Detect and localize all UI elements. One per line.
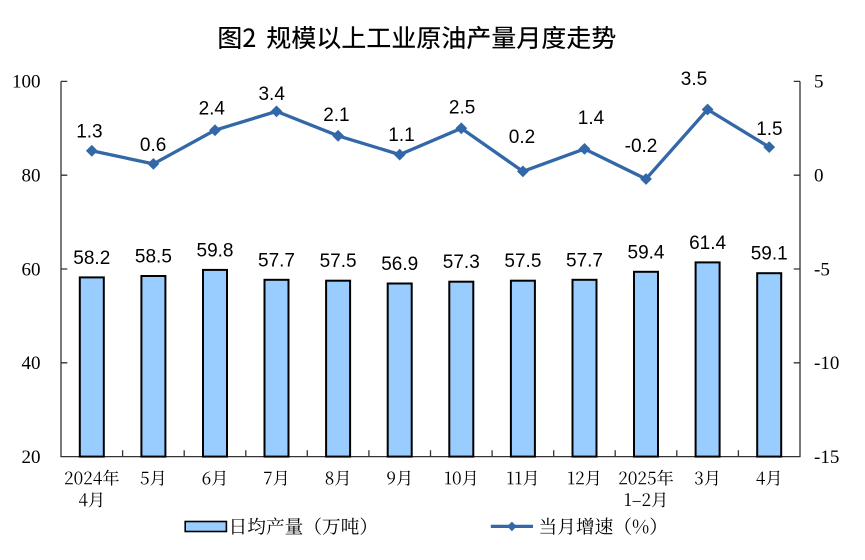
svg-text:56.9: 56.9 xyxy=(381,254,418,275)
svg-text:-0.2: -0.2 xyxy=(625,136,658,157)
svg-text:0.6: 0.6 xyxy=(140,135,166,156)
svg-text:-15: -15 xyxy=(814,447,839,468)
svg-text:1.3: 1.3 xyxy=(76,122,102,143)
svg-text:0: 0 xyxy=(814,166,824,187)
svg-text:-5: -5 xyxy=(814,259,830,280)
svg-text:57.7: 57.7 xyxy=(258,250,295,271)
svg-text:1.5: 1.5 xyxy=(756,119,782,140)
svg-text:59.4: 59.4 xyxy=(628,242,665,263)
svg-text:-10: -10 xyxy=(814,353,839,374)
svg-text:0.2: 0.2 xyxy=(509,127,535,148)
svg-text:80: 80 xyxy=(22,166,41,187)
svg-text:40: 40 xyxy=(22,353,41,374)
svg-text:57.3: 57.3 xyxy=(443,252,480,273)
svg-text:60: 60 xyxy=(22,259,41,280)
svg-text:2.1: 2.1 xyxy=(323,105,349,126)
svg-text:59.8: 59.8 xyxy=(197,240,234,261)
svg-text:2.5: 2.5 xyxy=(449,98,475,119)
svg-text:61.4: 61.4 xyxy=(689,233,726,254)
svg-text:3.4: 3.4 xyxy=(258,84,285,105)
svg-text:5: 5 xyxy=(814,72,824,93)
svg-text:59.1: 59.1 xyxy=(751,244,788,265)
svg-text:1.1: 1.1 xyxy=(388,125,414,146)
svg-text:1.4: 1.4 xyxy=(578,108,605,129)
svg-text:2.4: 2.4 xyxy=(199,99,226,120)
svg-text:57.5: 57.5 xyxy=(504,251,541,272)
svg-text:57.5: 57.5 xyxy=(320,251,357,272)
svg-text:58.5: 58.5 xyxy=(135,247,172,268)
svg-text:100: 100 xyxy=(12,72,41,93)
svg-text:20: 20 xyxy=(22,447,41,468)
svg-text:3.5: 3.5 xyxy=(681,69,707,90)
svg-text:58.2: 58.2 xyxy=(73,248,110,269)
svg-text:57.7: 57.7 xyxy=(566,250,603,271)
